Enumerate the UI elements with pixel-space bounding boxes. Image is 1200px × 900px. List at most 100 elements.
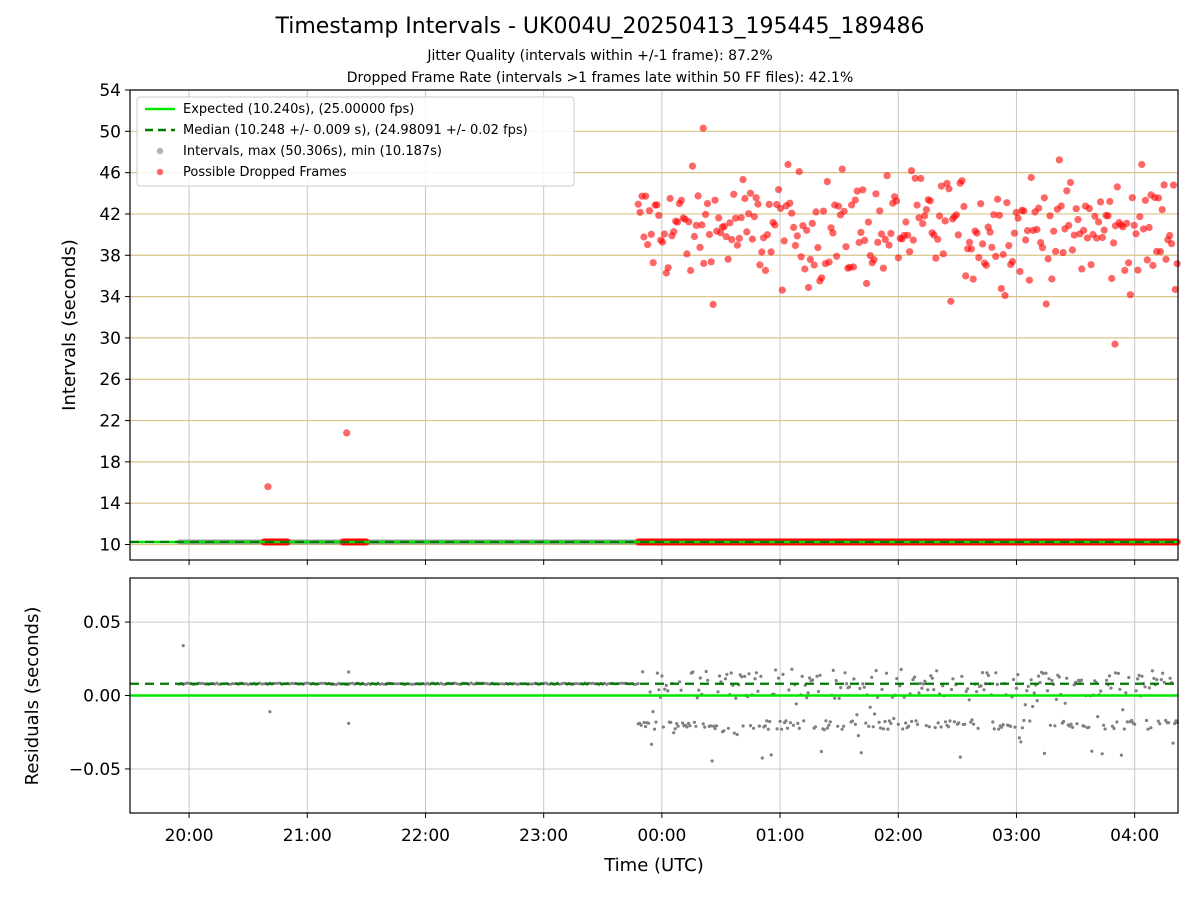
- x-axis-label: Time (UTC): [603, 855, 704, 876]
- residual-point: [1020, 726, 1024, 730]
- residual-point: [805, 696, 809, 700]
- residual-point: [1113, 671, 1118, 675]
- residual-point: [748, 724, 753, 728]
- residual-point: [836, 724, 840, 728]
- dropped-frame-point: [1027, 173, 1035, 182]
- dropped-frame-point: [649, 259, 657, 267]
- residual-point: [655, 671, 660, 675]
- dropped-frame-point: [1106, 197, 1114, 206]
- dropped-frame-point: [1057, 202, 1065, 210]
- residual-point: [1037, 674, 1041, 678]
- residual-point: [818, 673, 822, 677]
- dropped-frame-point: [849, 263, 858, 271]
- dropped-frame-point: [645, 207, 654, 215]
- dropped-frame-point: [969, 275, 977, 283]
- dropped-frame-point: [801, 265, 809, 273]
- dropped-frame-point: [784, 160, 792, 169]
- residual-point: [896, 722, 900, 726]
- residual-point: [1044, 671, 1048, 675]
- residual-point: [1152, 676, 1156, 681]
- dropped-frame-point: [775, 186, 783, 194]
- residual-point: [636, 682, 640, 685]
- dropped-frame-point: [1141, 196, 1149, 204]
- residual-point: [753, 677, 757, 681]
- dropped-frame-point: [726, 219, 734, 227]
- intervals-y-tick-label: 30: [99, 329, 121, 349]
- dropped-frame-point: [1022, 236, 1030, 244]
- residual-point: [858, 686, 862, 691]
- dropped-frame-point: [709, 300, 717, 308]
- dropped-frame-point: [767, 248, 775, 256]
- residual-point: [943, 720, 948, 724]
- dropped-frame-point: [735, 234, 743, 242]
- dropped-frame-point: [1104, 212, 1112, 220]
- residual-point: [756, 689, 760, 693]
- residual-point: [1110, 724, 1115, 728]
- dropped-frame-point: [829, 229, 837, 237]
- dropped-frame-point: [919, 220, 927, 228]
- dropped-frame-point: [1125, 259, 1133, 267]
- dropped-frame-point: [1038, 244, 1047, 252]
- residual-point: [1105, 678, 1109, 682]
- dropped-frame-point: [685, 218, 693, 226]
- residual-point: [850, 719, 855, 723]
- residual-point: [784, 719, 788, 723]
- dropped-frame-point: [739, 176, 747, 184]
- residual-point: [741, 724, 745, 728]
- residual-point: [712, 724, 716, 728]
- dropped-frame-point: [967, 245, 976, 253]
- dropped-frame-point: [833, 252, 841, 260]
- residual-point: [679, 688, 683, 692]
- intervals-y-ticks: 10 14 18 22 26 30 34 38 42 46 50 54: [99, 81, 130, 556]
- residual-point: [939, 725, 943, 729]
- dropped-frame-point: [1025, 276, 1033, 284]
- residual-point: [774, 668, 778, 672]
- dropped-frame-point: [636, 208, 644, 216]
- dropped-frame-point: [1087, 261, 1095, 269]
- residual-point: [1023, 703, 1027, 707]
- residual-point: [1029, 678, 1033, 682]
- residual-point: [948, 719, 952, 723]
- dropped-frame-point: [979, 240, 987, 248]
- intervals-y-tick-label: 14: [99, 494, 121, 514]
- residual-point: [946, 725, 951, 729]
- x-tick-label: 22:00: [401, 826, 450, 846]
- residual-point: [847, 685, 852, 689]
- residual-point: [1014, 686, 1019, 691]
- residual-point: [268, 710, 272, 714]
- residual-point: [976, 726, 980, 731]
- dropped-frame-point: [1098, 233, 1106, 242]
- residual-point: [991, 720, 995, 724]
- dropped-frame-point: [932, 254, 940, 262]
- residual-point: [1171, 741, 1175, 745]
- residual-point: [1130, 718, 1134, 723]
- dropped-frame-point: [1128, 194, 1136, 202]
- residual-point: [1025, 689, 1029, 693]
- residual-point: [686, 721, 691, 726]
- dropped-frame-point: [870, 256, 878, 264]
- dropped-frame-point: [810, 261, 818, 269]
- dropped-frame-point: [883, 172, 891, 180]
- dropped-frame-point: [1168, 240, 1176, 248]
- dropped-frame-point: [750, 213, 758, 221]
- dropped-frame-point: [1059, 249, 1067, 257]
- residual-point: [714, 724, 719, 728]
- intervals-y-tick-label: 34: [99, 288, 121, 308]
- dropped-frame-point: [692, 221, 700, 229]
- residual-point: [734, 696, 738, 700]
- dropped-frame-point: [874, 238, 882, 246]
- residual-point: [664, 683, 668, 688]
- dropped-frame-point: [1014, 214, 1022, 222]
- dropped-frame-point: [647, 230, 655, 238]
- residual-point: [980, 671, 985, 675]
- dropped-frame-point: [804, 283, 813, 292]
- residual-point: [648, 690, 652, 694]
- dropped-frame-point: [1173, 260, 1181, 268]
- dropped-frame-point: [1070, 231, 1078, 239]
- dropped-frame-point: [1123, 219, 1131, 227]
- residual-point: [669, 720, 673, 725]
- residual-point: [1146, 727, 1150, 731]
- residual-point: [1103, 727, 1107, 731]
- residual-point: [831, 668, 835, 673]
- residual-point: [688, 724, 692, 728]
